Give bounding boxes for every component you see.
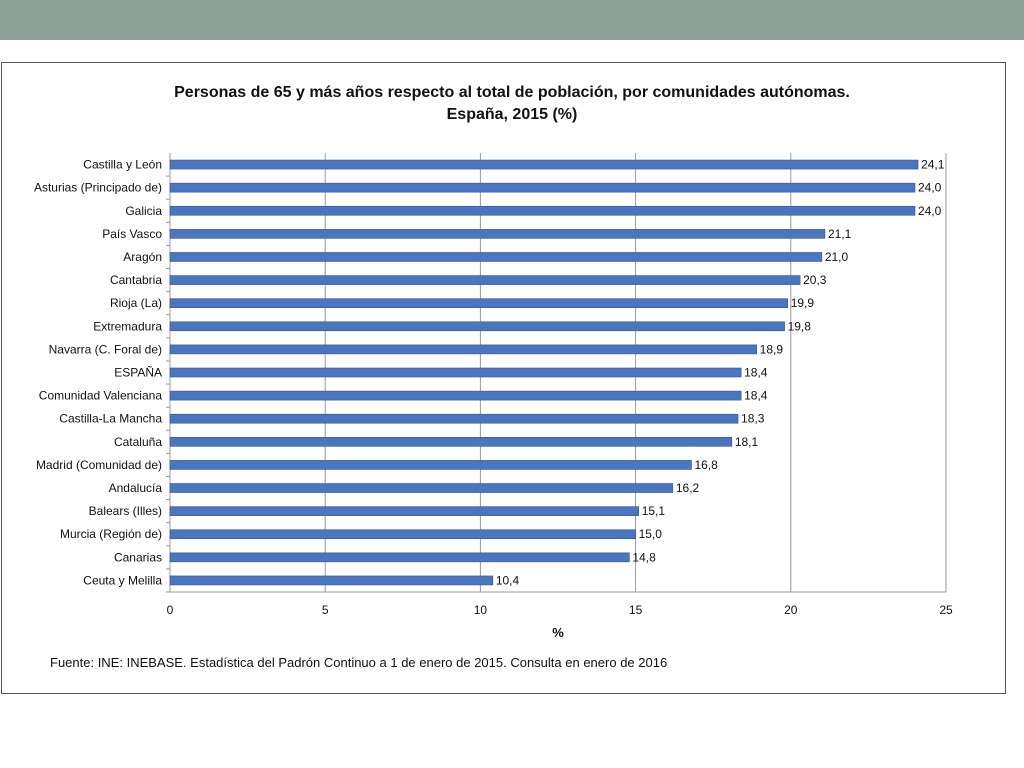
value-label: 19,8 [788, 319, 812, 333]
value-labels: 24,1 24,0 24,0 21,1 21,0 20,3 19,9 19,8 18,9 18,4… [496, 158, 945, 588]
bar [169, 159, 919, 170]
value-label: 18,3 [741, 412, 765, 426]
x-tick-label: 15 [629, 603, 643, 617]
category-label: Comunidad Valenciana [39, 389, 163, 403]
x-tick-label: 0 [167, 603, 174, 617]
header-bar [0, 0, 1024, 40]
value-label: 18,4 [744, 366, 768, 380]
value-label: 10,4 [496, 573, 520, 587]
value-label: 24,1 [921, 158, 945, 172]
category-label: Cantabria [110, 273, 162, 287]
value-label: 15,0 [639, 527, 663, 541]
value-label: 24,0 [918, 204, 942, 218]
category-label: Andalucía [109, 481, 163, 495]
x-tick-label: 20 [784, 603, 798, 617]
category-label: Galicia [125, 204, 162, 218]
value-label: 16,2 [676, 481, 700, 495]
x-tick-label: 25 [939, 603, 953, 617]
category-labels: Castilla y León Asturias (Principado de) G… [34, 158, 162, 588]
bar [169, 344, 757, 355]
bars [169, 159, 919, 586]
value-label: 20,3 [803, 273, 827, 287]
category-label: Extremadura [93, 319, 162, 333]
category-label: Castilla-La Mancha [59, 412, 162, 426]
bar [169, 182, 916, 193]
value-label: 18,1 [735, 435, 759, 449]
bar [169, 205, 916, 216]
chart-title: Personas de 65 y más años respecto al to… [0, 82, 1024, 126]
x-axis-title: % [552, 625, 564, 640]
value-label: 18,9 [760, 342, 784, 356]
bar [169, 483, 674, 493]
value-label: 15,1 [642, 504, 666, 518]
bar [169, 552, 630, 563]
value-label: 14,8 [632, 550, 656, 564]
source-note: Fuente: INE: INEBASE. Estadística del Pa… [50, 655, 668, 670]
bar [169, 413, 739, 424]
category-label: Madrid (Comunidad de) [36, 458, 162, 472]
category-label: Rioja (La) [110, 296, 162, 310]
category-label: Asturias (Principado de) [34, 181, 162, 195]
value-label: 21,0 [825, 250, 849, 264]
category-label: País Vasco [102, 227, 162, 241]
chart-title-line-2: España, 2015 (%) [446, 106, 578, 123]
bar [169, 529, 636, 540]
bar [169, 321, 785, 332]
value-label: 18,4 [744, 389, 768, 403]
value-label: 24,0 [918, 181, 942, 195]
bar [169, 575, 494, 586]
category-label: ESPAÑA [114, 366, 162, 380]
category-label: Aragón [123, 250, 162, 264]
x-tick-label: 5 [322, 603, 329, 617]
bar [169, 506, 640, 516]
bar [169, 367, 742, 378]
x-tick-labels: 0 5 10 15 20 25 [167, 603, 953, 617]
category-label: Ceuta y Melilla [83, 573, 162, 587]
category-label: Canarias [114, 550, 162, 564]
bar [169, 275, 801, 285]
bar [169, 390, 742, 401]
bar [169, 437, 733, 447]
category-label: Murcia (Región de) [60, 527, 162, 541]
bar [169, 460, 692, 470]
bar [169, 229, 826, 239]
value-label: 16,8 [694, 458, 718, 472]
value-label: 19,9 [791, 296, 815, 310]
value-label: 21,1 [828, 227, 852, 241]
category-label: Balears (Illes) [89, 504, 162, 518]
category-label: Castilla y León [83, 158, 162, 172]
x-tick-label: 10 [474, 603, 488, 617]
chart-title-line-1: Personas de 65 y más años respecto al to… [174, 84, 850, 101]
bar [169, 298, 788, 308]
category-label: Cataluña [114, 435, 162, 449]
category-label: Navarra (C. Foral de) [49, 342, 162, 356]
bar [169, 252, 823, 262]
